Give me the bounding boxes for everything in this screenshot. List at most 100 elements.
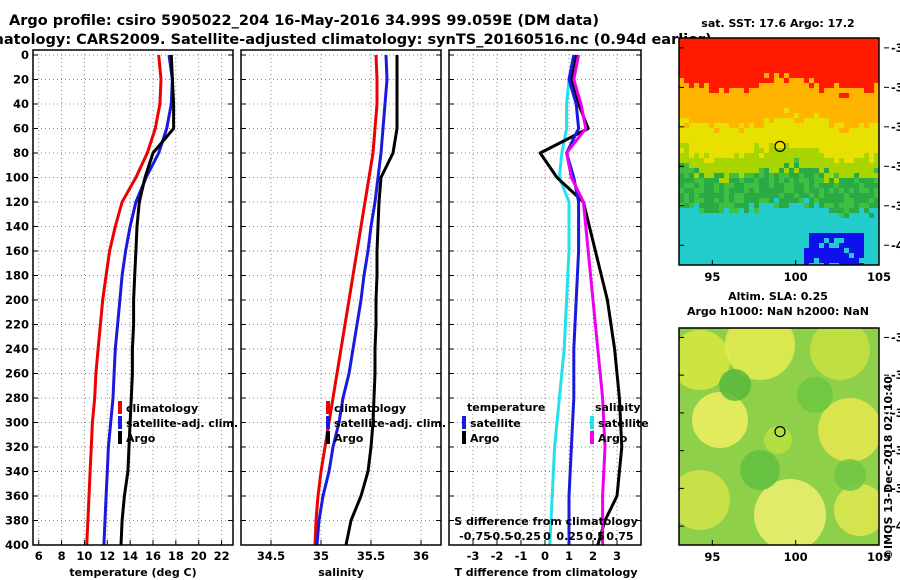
- sst-cell: [849, 108, 854, 113]
- sst-cell: [749, 53, 754, 58]
- sst-cell: [824, 173, 829, 178]
- sst-cell: [734, 178, 739, 183]
- sst-cell: [764, 243, 769, 248]
- sst-cell: [729, 88, 734, 93]
- sst-cell: [839, 103, 844, 108]
- sst-cell: [774, 218, 779, 223]
- sst-cell: [734, 143, 739, 148]
- x-tick-label: 20: [191, 549, 207, 563]
- sst-cell: [714, 248, 719, 253]
- x-tick-label: 3: [613, 549, 621, 563]
- sst-cell: [729, 193, 734, 198]
- sst-cell: [789, 73, 794, 78]
- sst-cell: [859, 233, 864, 238]
- sst-cell: [799, 43, 804, 48]
- sst-cell: [794, 38, 799, 43]
- sst-cell: [774, 53, 779, 58]
- sst-cell: [719, 48, 724, 53]
- sst-cell: [834, 78, 839, 83]
- sst-cell: [859, 53, 864, 58]
- sst-cell: [834, 68, 839, 73]
- sst-cell: [804, 208, 809, 213]
- sst-cell: [844, 158, 849, 163]
- sst-cell: [729, 138, 734, 143]
- sst-cell: [704, 248, 709, 253]
- sst-cell: [749, 98, 754, 103]
- sst-cell: [874, 148, 879, 153]
- sst-cell: [774, 88, 779, 93]
- sst-cell: [824, 158, 829, 163]
- sst-cell: [864, 53, 869, 58]
- sst-cell: [739, 58, 744, 63]
- sst-cell: [814, 88, 819, 93]
- sst-cell: [804, 68, 809, 73]
- sst-cell: [744, 263, 749, 265]
- sst-cell: [869, 223, 874, 228]
- series-line-satellite-adj-clim-: [102, 54, 174, 545]
- sst-cell: [764, 73, 769, 78]
- sst-cell: [679, 223, 684, 228]
- sst-cell: [714, 258, 719, 263]
- sst-cell: [719, 108, 724, 113]
- sst-cell: [684, 133, 689, 138]
- sst-cell: [704, 213, 709, 218]
- sst-cell: [679, 58, 684, 63]
- sst-cell: [829, 73, 834, 78]
- sst-cell: [759, 53, 764, 58]
- sst-cell: [784, 73, 789, 78]
- sla-anomaly-blob: [679, 330, 730, 390]
- sst-cell: [744, 168, 749, 173]
- sst-cell: [729, 233, 734, 238]
- sst-cell: [839, 203, 844, 208]
- sst-cell: [679, 133, 684, 138]
- x-tick-label: 14: [122, 549, 138, 563]
- sst-cell: [684, 83, 689, 88]
- sst-cell: [809, 38, 814, 43]
- sst-cell: [874, 193, 879, 198]
- sst-cell: [784, 88, 789, 93]
- sst-cell: [794, 208, 799, 213]
- temperature-panel: 0204060801001201401601802002202402602803…: [5, 48, 238, 579]
- sst-cell: [769, 58, 774, 63]
- sst-cell: [684, 53, 689, 58]
- sst-cell: [764, 153, 769, 158]
- sst-cell: [829, 218, 834, 223]
- sst-cell: [689, 248, 694, 253]
- sst-cell: [784, 93, 789, 98]
- sst-cell: [849, 248, 854, 253]
- sst-cell: [689, 143, 694, 148]
- sst-cell: [779, 113, 784, 118]
- sst-cell: [769, 108, 774, 113]
- x-tick-label: 95: [704, 550, 720, 564]
- sst-cell: [819, 193, 824, 198]
- sst-cell: [869, 113, 874, 118]
- sst-cell: [694, 118, 699, 123]
- sst-cell: [854, 203, 859, 208]
- sst-cell: [864, 93, 869, 98]
- sst-cell: [749, 133, 754, 138]
- sst-cell: [874, 58, 879, 63]
- sst-cell: [864, 58, 869, 63]
- sst-cell: [754, 78, 759, 83]
- sst-cell: [739, 68, 744, 73]
- sst-cell: [854, 198, 859, 203]
- sst-cell: [789, 58, 794, 63]
- sst-cell: [724, 248, 729, 253]
- sst-cell: [759, 63, 764, 68]
- sst-cell: [714, 158, 719, 163]
- sst-cell: [714, 213, 719, 218]
- sst-cell: [694, 168, 699, 173]
- sst-cell: [709, 93, 714, 98]
- sst-cell: [834, 228, 839, 233]
- sst-cell: [689, 233, 694, 238]
- sst-cell: [694, 63, 699, 68]
- sst-cell: [704, 48, 709, 53]
- sst-cell: [844, 128, 849, 133]
- sst-cell: [814, 248, 819, 253]
- sst-cell: [779, 243, 784, 248]
- sst-cell: [854, 118, 859, 123]
- sst-cell: [789, 143, 794, 148]
- sst-cell: [799, 73, 804, 78]
- sst-cell: [774, 68, 779, 73]
- sst-cell: [834, 158, 839, 163]
